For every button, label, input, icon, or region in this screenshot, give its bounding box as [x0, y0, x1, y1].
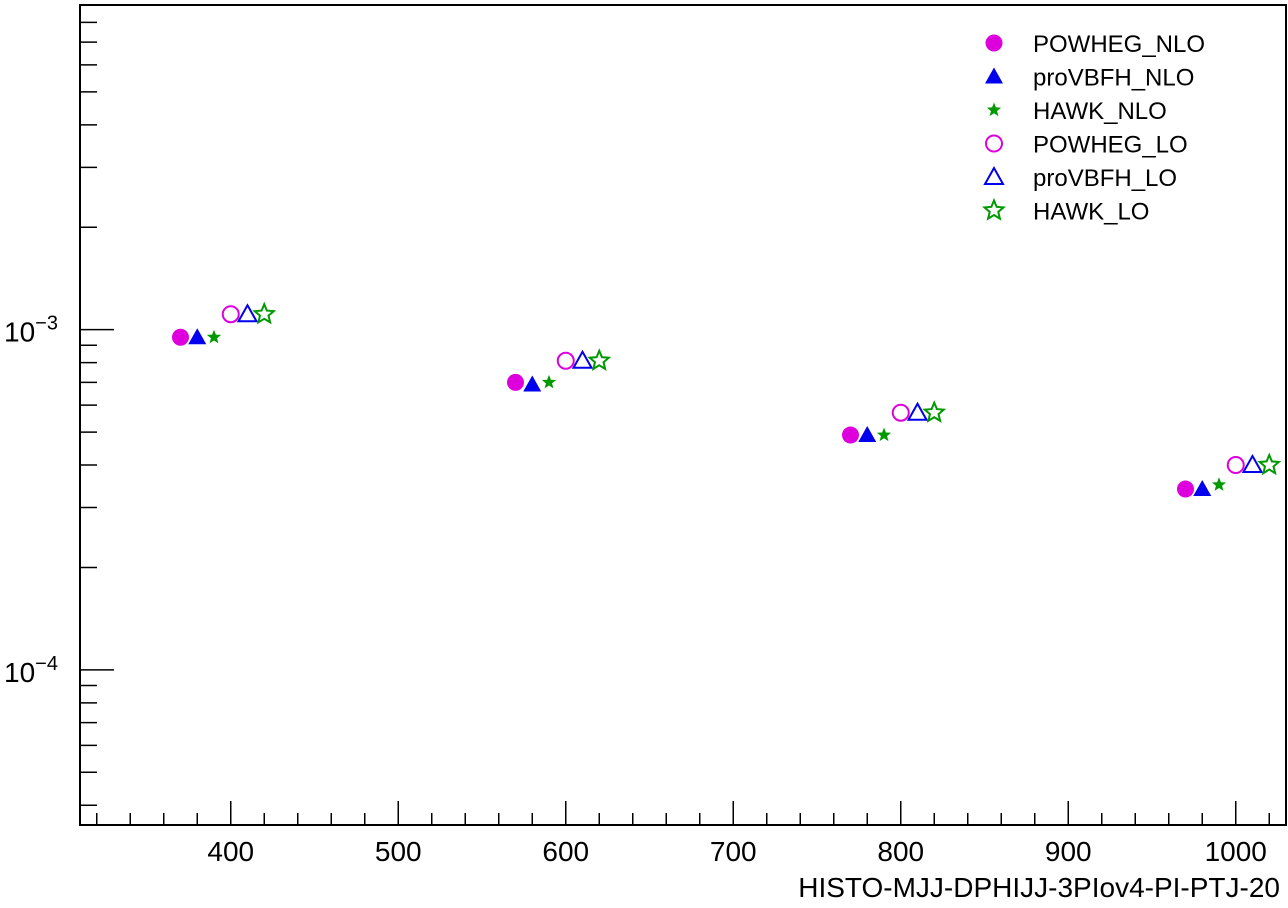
- data-point: [172, 328, 189, 346]
- data-point: [206, 329, 222, 344]
- x-tick-label: 800: [877, 836, 924, 867]
- x-tick-label: 400: [207, 836, 254, 867]
- data-point: [891, 403, 910, 422]
- data-point: [1193, 480, 1212, 497]
- series-hawk-nlo: [206, 329, 1227, 491]
- legend-marker: [983, 165, 1005, 185]
- data-point: [523, 375, 542, 392]
- legend-entry: POWHEG_LO: [985, 132, 1188, 159]
- legend-label: POWHEG_NLO: [1033, 31, 1205, 58]
- data-point: [858, 426, 877, 443]
- legend-entry: HAWK_LO: [982, 197, 1149, 226]
- data-point: [556, 351, 575, 370]
- x-tick-label: 900: [1045, 836, 1092, 867]
- legend-entry: POWHEG_NLO: [985, 31, 1205, 58]
- data-point: [1211, 477, 1227, 491]
- data-point: [842, 426, 859, 444]
- data-point: [1257, 452, 1282, 476]
- series-hawk-lo: [252, 301, 1282, 476]
- y-tick-label: 10−4: [4, 653, 58, 688]
- x-tick-label: 600: [542, 836, 589, 867]
- data-point: [587, 348, 612, 371]
- legend-marker: [986, 102, 1002, 117]
- series-provbfh-lo: [236, 303, 1264, 474]
- data-point: [571, 349, 594, 369]
- data-point: [1226, 456, 1245, 475]
- legend-label: proVBFH_NLO: [1033, 65, 1194, 92]
- legend-marker: [985, 67, 1003, 84]
- plot-frame: [79, 4, 1287, 826]
- data-point: [221, 305, 240, 324]
- series-provbfh-nlo: [188, 328, 1212, 497]
- data-point: [876, 427, 892, 442]
- legend-marker: [982, 197, 1006, 221]
- x-tick-label: 500: [375, 836, 422, 867]
- legend-entry: proVBFH_LO: [983, 165, 1177, 192]
- legend-label: HAWK_NLO: [1033, 98, 1167, 125]
- data-point: [252, 301, 277, 325]
- legend-label: POWHEG_LO: [1033, 132, 1188, 159]
- data-marks: [172, 301, 1282, 498]
- data-point: [541, 374, 557, 389]
- legend-label: HAWK_LO: [1033, 199, 1149, 226]
- series-powheg-lo: [221, 305, 1245, 475]
- data-point: [1177, 480, 1194, 498]
- legend-label: proVBFH_LO: [1033, 165, 1177, 192]
- data-point: [236, 303, 259, 323]
- data-point: [507, 373, 524, 391]
- legend-entry: HAWK_NLO: [986, 98, 1167, 125]
- data-point: [188, 328, 207, 345]
- legend-entry: proVBFH_NLO: [985, 65, 1194, 92]
- x-tick-label: 700: [710, 836, 757, 867]
- x-axis-label: HISTO-MJJ-DPHIJJ-3PIov4-PI-PTJ-20: [798, 872, 1280, 903]
- data-point: [922, 400, 947, 423]
- axes: 400 500 600 700 800 900 1000 10−4 10−3: [4, 4, 1287, 867]
- data-point: [1241, 454, 1264, 474]
- legend-marker: [985, 34, 1003, 52]
- x-tick-label: 1000: [1205, 836, 1267, 867]
- legend-marker: [985, 134, 1003, 153]
- y-tick-label: 10−3: [4, 313, 58, 348]
- series-powheg-nlo: [172, 328, 1194, 498]
- legend: POWHEG_NLO proVBFH_NLO HAWK_NLO POWHEG_LOpr…: [982, 31, 1205, 226]
- data-point: [906, 401, 929, 421]
